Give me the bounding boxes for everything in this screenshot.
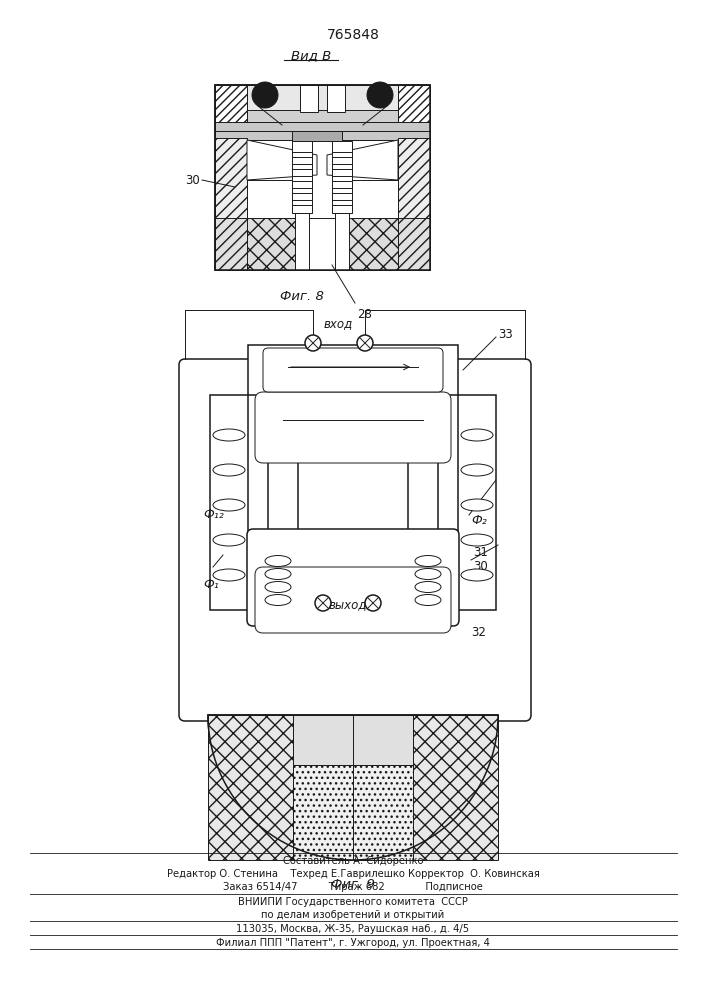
FancyBboxPatch shape (179, 359, 531, 721)
Ellipse shape (265, 568, 291, 580)
Ellipse shape (461, 464, 493, 476)
Bar (215, 138, 247, 220)
Circle shape (252, 82, 278, 108)
Ellipse shape (213, 429, 245, 441)
Bar (215, 218, 247, 270)
Text: 30: 30 (473, 560, 488, 574)
FancyBboxPatch shape (263, 348, 443, 392)
Bar (247, 85, 398, 112)
Ellipse shape (265, 594, 291, 605)
Text: Фиг. 9: Фиг. 9 (331, 878, 375, 891)
Ellipse shape (461, 429, 493, 441)
FancyBboxPatch shape (247, 529, 459, 626)
Text: Редактор О. Стенина    Техред Е.Гаврилешко Корректор  О. Ковинская: Редактор О. Стенина Техред Е.Гаврилешко … (167, 869, 539, 879)
Bar (210, 395, 248, 610)
Bar (292, 131, 342, 141)
Circle shape (357, 335, 373, 351)
Circle shape (365, 595, 381, 611)
Text: вход: вход (323, 317, 353, 330)
Bar (398, 218, 430, 270)
Bar (215, 122, 430, 140)
Ellipse shape (415, 556, 441, 566)
Text: по делам изобретений и открытий: по делам изобретений и открытий (262, 910, 445, 920)
Bar (398, 85, 430, 125)
Text: Ф₂: Ф₂ (471, 514, 486, 526)
FancyBboxPatch shape (255, 392, 451, 463)
Polygon shape (413, 715, 498, 860)
Bar (293, 765, 413, 860)
Text: 33: 33 (498, 328, 513, 342)
Text: Составитель А. Сидоренко: Составитель А. Сидоренко (283, 856, 423, 866)
Bar (332, 141, 352, 213)
Ellipse shape (415, 594, 441, 605)
Bar (408, 395, 438, 610)
Polygon shape (208, 715, 498, 860)
Bar (292, 141, 312, 213)
Polygon shape (344, 140, 398, 180)
Bar (215, 85, 430, 270)
Bar (300, 85, 318, 112)
Bar (343, 218, 398, 270)
Text: Фиг. 8: Фиг. 8 (280, 290, 324, 303)
Bar (335, 213, 349, 270)
Ellipse shape (213, 464, 245, 476)
Text: 113035, Москва, Ж-35, Раушская наб., д. 4/5: 113035, Москва, Ж-35, Раушская наб., д. … (236, 924, 469, 934)
Ellipse shape (265, 556, 291, 566)
Text: 32: 32 (471, 626, 486, 640)
Text: Филиал ППП "Патент", г. Ужгород, ул. Проектная, 4: Филиал ППП "Патент", г. Ужгород, ул. Про… (216, 938, 490, 948)
Bar (215, 85, 247, 125)
Text: 765848: 765848 (327, 28, 380, 42)
Bar (268, 395, 298, 610)
Circle shape (367, 82, 393, 108)
Circle shape (305, 335, 321, 351)
Text: 30: 30 (185, 174, 200, 186)
Ellipse shape (265, 582, 291, 592)
Bar (398, 138, 430, 220)
Ellipse shape (213, 499, 245, 511)
Polygon shape (327, 140, 398, 180)
Text: Заказ 6514/47          Тираж 682             Подписное: Заказ 6514/47 Тираж 682 Подписное (223, 882, 483, 892)
Ellipse shape (461, 569, 493, 581)
Text: Ф₁: Ф₁ (203, 578, 218, 591)
Polygon shape (208, 715, 293, 860)
Ellipse shape (461, 499, 493, 511)
Polygon shape (247, 140, 317, 180)
Bar (295, 213, 309, 270)
Bar (327, 85, 345, 112)
Bar (458, 395, 496, 610)
Polygon shape (247, 140, 300, 180)
Ellipse shape (213, 569, 245, 581)
Bar (293, 715, 413, 765)
Text: Ф₁₂: Ф₁₂ (203, 508, 223, 522)
Text: выход: выход (329, 598, 367, 611)
Text: Вид В: Вид В (291, 49, 331, 62)
Bar (247, 218, 302, 270)
Ellipse shape (415, 582, 441, 592)
Circle shape (315, 595, 331, 611)
Ellipse shape (461, 534, 493, 546)
Text: ВНИИПИ Государственного комитета  СССР: ВНИИПИ Государственного комитета СССР (238, 897, 468, 907)
Ellipse shape (415, 568, 441, 580)
Bar (215, 85, 430, 270)
Bar (300, 218, 344, 270)
Bar (248, 345, 458, 395)
FancyBboxPatch shape (255, 567, 451, 633)
Text: 28: 28 (357, 308, 372, 321)
Text: 31: 31 (473, 546, 488, 560)
Bar (247, 110, 398, 122)
Ellipse shape (213, 534, 245, 546)
